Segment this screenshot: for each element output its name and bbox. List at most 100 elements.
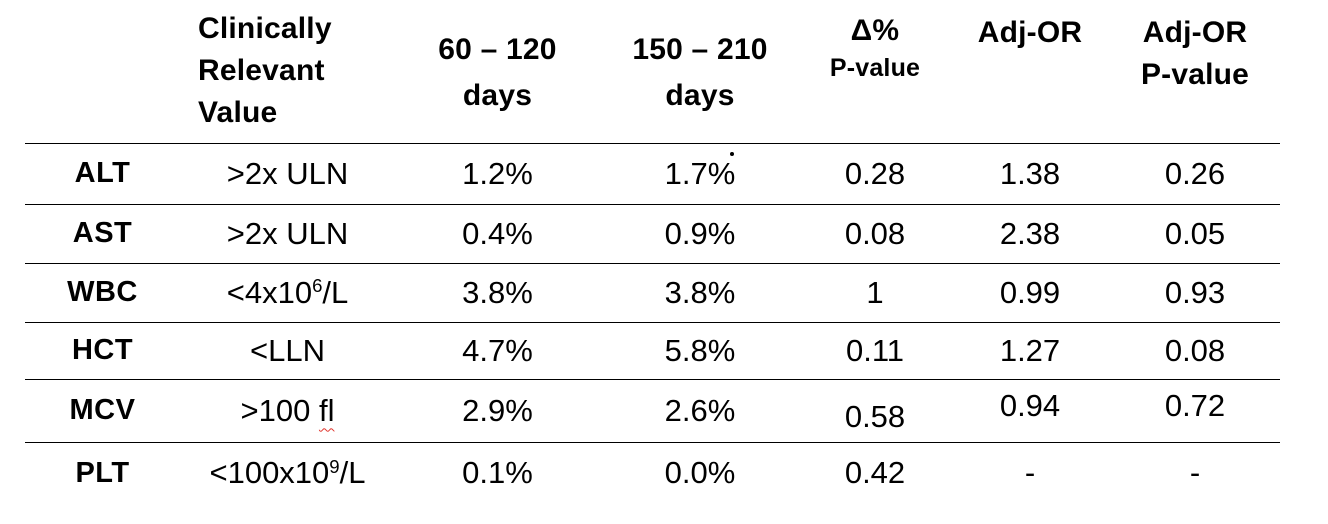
text-segment: PLT: [75, 456, 130, 489]
text-segment: 0.0%: [664, 455, 736, 491]
header-line: P-value: [829, 54, 921, 82]
text-segment: 1.2%: [462, 155, 533, 191]
cell-mcv-crv: >100 fl: [180, 379, 395, 442]
table-row: HCT <LLN 4.7% 5.8% 0.11 1.27 0.08: [25, 322, 1280, 379]
table-body: ALT >2x ULN 1.2% 1.7% 0.28 1.38 0.26 AST >2x ULN…: [25, 143, 1280, 504]
column-header-adjor: Adj-OR: [950, 0, 1110, 143]
row-label-alt: ALT: [25, 143, 180, 204]
cell-hct-d60: 4.7%: [395, 322, 600, 379]
header-line: Value: [198, 96, 278, 129]
cell-plt-dpct: 0.42: [800, 442, 950, 504]
text-segment: 0.93: [1164, 274, 1226, 310]
cell-plt-d150: 0.0%: [600, 442, 800, 504]
table-row: WBC <4x106/L 3.8% 3.8% 1 0.99 0.93: [25, 263, 1280, 322]
column-header-label: [25, 0, 180, 143]
text-segment: 0.99: [999, 274, 1061, 310]
text-segment: 0.72: [1164, 387, 1226, 423]
text-segment: <100x10: [209, 455, 330, 491]
cell-ast-crv: >2x ULN: [180, 204, 395, 263]
cell-alt-dpct: 0.28: [800, 143, 950, 204]
row-label-plt: PLT: [25, 442, 180, 504]
column-header-dpct: Δ% P-value: [800, 0, 950, 143]
cell-mcv-dpct: 0.58: [800, 379, 950, 442]
text-segment: 6: [312, 275, 323, 297]
text-segment: -: [1189, 455, 1201, 491]
cell-plt-d60: 0.1%: [395, 442, 600, 504]
text-segment: fl: [318, 392, 335, 428]
header-line: Relevant: [198, 54, 325, 87]
row-label-hct: HCT: [25, 322, 180, 379]
text-segment: 0.9%: [664, 215, 736, 251]
text-segment: >2x ULN: [226, 215, 349, 251]
header-line: 60 – 120: [438, 33, 557, 66]
text-segment: ALT: [74, 157, 131, 189]
text-segment: AST: [72, 217, 133, 249]
text-segment: 3.8%: [462, 274, 533, 310]
table-row: PLT <100x109/L 0.1% 0.0% 0.42 - -: [25, 442, 1280, 504]
row-label-wbc: WBC: [25, 263, 180, 322]
text-segment: 5.8%: [664, 332, 736, 368]
table-row: ALT >2x ULN 1.2% 1.7% 0.28 1.38 0.26: [25, 143, 1280, 204]
cell-plt-adjor: -: [950, 442, 1110, 504]
table-row: MCV >100 fl 2.9% 2.6% 0.58 0.94 0.72: [25, 379, 1280, 442]
cell-alt-adjorp: 0.26: [1110, 143, 1280, 204]
text-segment: /L: [322, 274, 349, 310]
text-segment: 0.08: [844, 215, 906, 251]
column-header-crv: Clinically Relevant Value: [180, 0, 395, 143]
cell-ast-dpct: 0.08: [800, 204, 950, 263]
cell-alt-d60: 1.2%: [395, 143, 600, 204]
cell-mcv-d150: 2.6%: [600, 379, 800, 442]
text-segment: 1.27: [999, 332, 1061, 368]
cell-hct-crv: <LLN: [180, 322, 395, 379]
text-segment: 1: [866, 274, 884, 310]
column-header-adjorp: Adj-OR P-value: [1110, 0, 1280, 143]
cell-wbc-crv: <4x106/L: [180, 263, 395, 322]
cell-hct-dpct: 0.11: [800, 322, 950, 379]
text-segment: >2x ULN: [226, 155, 349, 191]
text-segment: HCT: [71, 334, 134, 366]
cell-wbc-adjorp: 0.93: [1110, 263, 1280, 322]
text-segment: 4.7%: [462, 332, 533, 368]
cell-mcv-d60: 2.9%: [395, 379, 600, 442]
text-segment: 0.4%: [462, 215, 533, 251]
text-segment: 0.05: [1164, 215, 1226, 251]
cell-wbc-adjor: 0.99: [950, 263, 1110, 322]
text-segment: 0.94: [999, 387, 1061, 423]
cell-hct-adjor: 1.27: [950, 322, 1110, 379]
cell-ast-adjor: 2.38: [950, 204, 1110, 263]
text-segment: 0.1%: [462, 455, 533, 491]
text-segment: 0.58: [844, 398, 906, 434]
text-segment: MCV: [69, 394, 136, 426]
column-header-d150: 150 – 210 days: [600, 0, 800, 143]
cell-ast-d60: 0.4%: [395, 204, 600, 263]
text-segment: 0.42: [844, 455, 906, 491]
cell-mcv-adjorp: 0.72: [1110, 379, 1280, 442]
cell-plt-crv: <100x109/L: [180, 442, 395, 504]
lab-values-table: Clinically Relevant Value 60 – 120 days 150 –…: [25, 0, 1280, 504]
header-line: 150 – 210: [632, 33, 768, 66]
header-line: Clinically: [198, 12, 332, 45]
header-row: Clinically Relevant Value 60 – 120 days 150 –…: [25, 0, 1280, 143]
text-segment: 0.26: [1164, 155, 1226, 191]
text-segment: 1.38: [999, 155, 1061, 191]
header-line: days: [462, 79, 533, 112]
text-segment: /L: [339, 455, 366, 491]
cell-wbc-dpct: 1: [800, 263, 950, 322]
cell-wbc-d150: 3.8%: [600, 263, 800, 322]
cell-alt-d150: 1.7%: [600, 143, 800, 204]
text-segment: 0.11: [845, 332, 905, 368]
header-line: days: [665, 79, 735, 112]
cell-hct-adjorp: 0.08: [1110, 322, 1280, 379]
row-label-ast: AST: [25, 204, 180, 263]
table-row: AST >2x ULN 0.4% 0.9% 0.08 2.38 0.05: [25, 204, 1280, 263]
header-line: Δ%: [850, 14, 900, 47]
text-segment: 0.28: [844, 155, 906, 191]
text-segment: <LLN: [250, 332, 325, 368]
text-segment: 9: [329, 456, 340, 478]
text-segment: 2.9%: [462, 392, 533, 428]
text-segment: 3.8%: [664, 274, 736, 310]
cell-wbc-d60: 3.8%: [395, 263, 600, 322]
cell-alt-adjor: 1.38: [950, 143, 1110, 204]
cell-hct-d150: 5.8%: [600, 322, 800, 379]
